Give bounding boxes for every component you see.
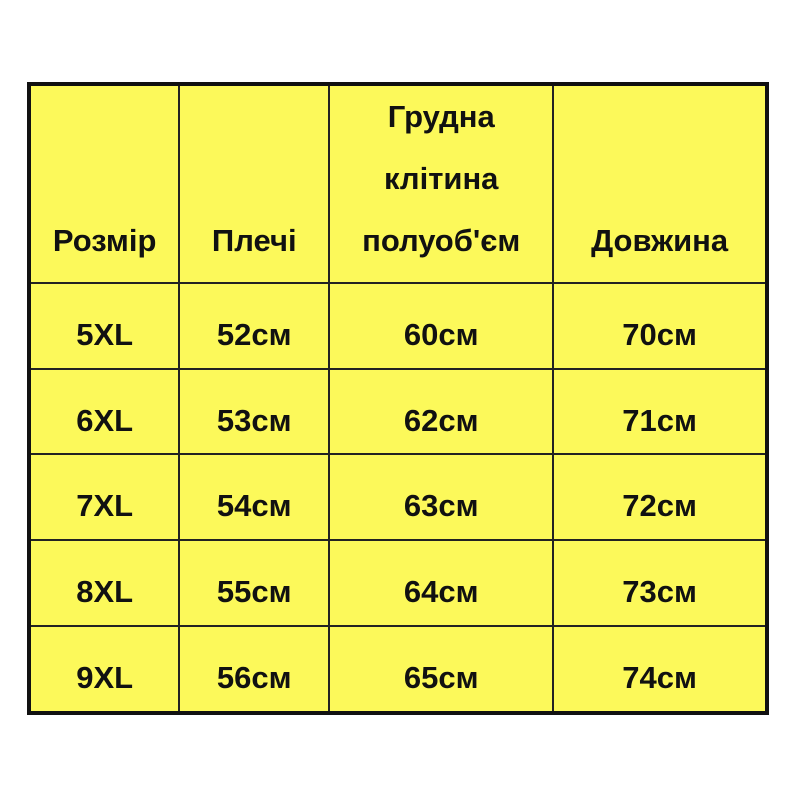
header-length: Довжина bbox=[552, 83, 768, 284]
cell-chest: 64см bbox=[328, 539, 555, 627]
cell-length: 71см bbox=[552, 367, 768, 456]
cell-chest: 62см bbox=[328, 367, 555, 456]
table-row: 5XL 52см 60см 70см bbox=[27, 282, 768, 370]
cell-size: 9XL bbox=[27, 624, 181, 715]
cell-chest: 60см bbox=[328, 282, 555, 370]
header-chest: Грудна клітина полуоб'єм bbox=[328, 83, 555, 284]
cell-shoulders: 52см bbox=[178, 282, 331, 370]
header-chest-line1: Грудна bbox=[387, 99, 495, 134]
table-row: 9XL 56см 65см 74см bbox=[27, 624, 768, 715]
cell-size: 6XL bbox=[27, 367, 181, 456]
header-chest-line3: полуоб'єм bbox=[362, 223, 521, 258]
table-row: 6XL 53см 62см 71см bbox=[27, 367, 768, 456]
header-row: Розмір Плечі Грудна клітина полуоб'єм До… bbox=[27, 83, 768, 284]
header-chest-line2: клітина bbox=[384, 161, 499, 196]
header-shoulders: Плечі bbox=[178, 83, 331, 284]
cell-shoulders: 56см bbox=[178, 624, 331, 715]
header-size: Розмір bbox=[27, 83, 181, 284]
cell-length: 70см bbox=[552, 282, 768, 370]
cell-length: 74см bbox=[552, 624, 768, 715]
cell-shoulders: 54см bbox=[178, 453, 331, 542]
cell-shoulders: 55см bbox=[178, 539, 331, 627]
cell-size: 5XL bbox=[27, 282, 181, 370]
cell-shoulders: 53см bbox=[178, 367, 331, 456]
cell-size: 8XL bbox=[27, 539, 181, 627]
table-row: 7XL 54см 63см 72см bbox=[27, 453, 768, 542]
cell-length: 72см bbox=[552, 453, 768, 542]
table-row: 8XL 55см 64см 73см bbox=[27, 539, 768, 627]
cell-chest: 63см bbox=[328, 453, 555, 542]
size-table: Розмір Плечі Грудна клітина полуоб'єм До… bbox=[27, 82, 769, 715]
cell-size: 7XL bbox=[27, 453, 181, 542]
cell-length: 73см bbox=[552, 539, 768, 627]
cell-chest: 65см bbox=[328, 624, 555, 715]
